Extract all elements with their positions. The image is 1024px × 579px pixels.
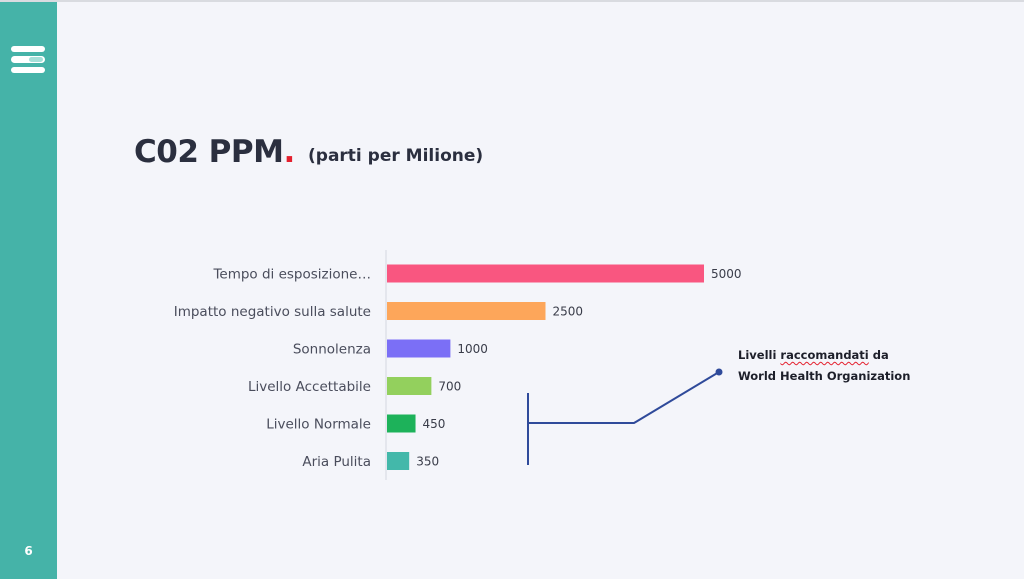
top-border (0, 0, 1024, 2)
annotation-word-da: da (872, 348, 889, 362)
category-label: Livello Normale (266, 417, 371, 433)
connector-dot (715, 368, 723, 376)
bar (387, 302, 546, 320)
data-label: 350 (416, 455, 439, 469)
data-label: 1000 (457, 342, 488, 356)
menu-icon[interactable] (11, 46, 47, 74)
bar (387, 414, 416, 433)
annotation-connector (527, 368, 723, 465)
data-label: 450 (423, 417, 446, 431)
category-label: Livello Accettabile (248, 379, 371, 395)
annotation-line-2: World Health Organization (738, 369, 911, 383)
slide-title-text: C02 PPM (134, 134, 284, 170)
data-label: 2500 (553, 305, 584, 319)
annotation-word-raccomandati: raccomandati (780, 348, 869, 362)
slide-subtitle: (parti per Milione) (308, 146, 484, 166)
data-label: 700 (438, 380, 461, 394)
annotation-word-livelli: Livelli (738, 348, 777, 362)
sidebar: 6 (0, 2, 57, 579)
slide-title: C02 PPM. (134, 134, 295, 170)
connector-line (528, 371, 720, 424)
title-accent-dot: . (283, 134, 295, 170)
who-annotation: Livelli raccomandati da World Health Org… (738, 345, 910, 387)
category-label: Impatto negativo sulla salute (174, 304, 371, 320)
category-label: Sonnolenza (293, 342, 371, 358)
data-label: 5000 (711, 267, 742, 281)
bar (387, 452, 410, 470)
bar (387, 264, 704, 283)
category-label: Tempo di esposizione… (212, 267, 371, 283)
page-number: 6 (24, 544, 33, 558)
bar (387, 339, 451, 358)
category-label: Aria Pulita (302, 454, 371, 470)
annotation-line-1: Livelli raccomandati da (738, 345, 910, 366)
bar (387, 377, 432, 395)
